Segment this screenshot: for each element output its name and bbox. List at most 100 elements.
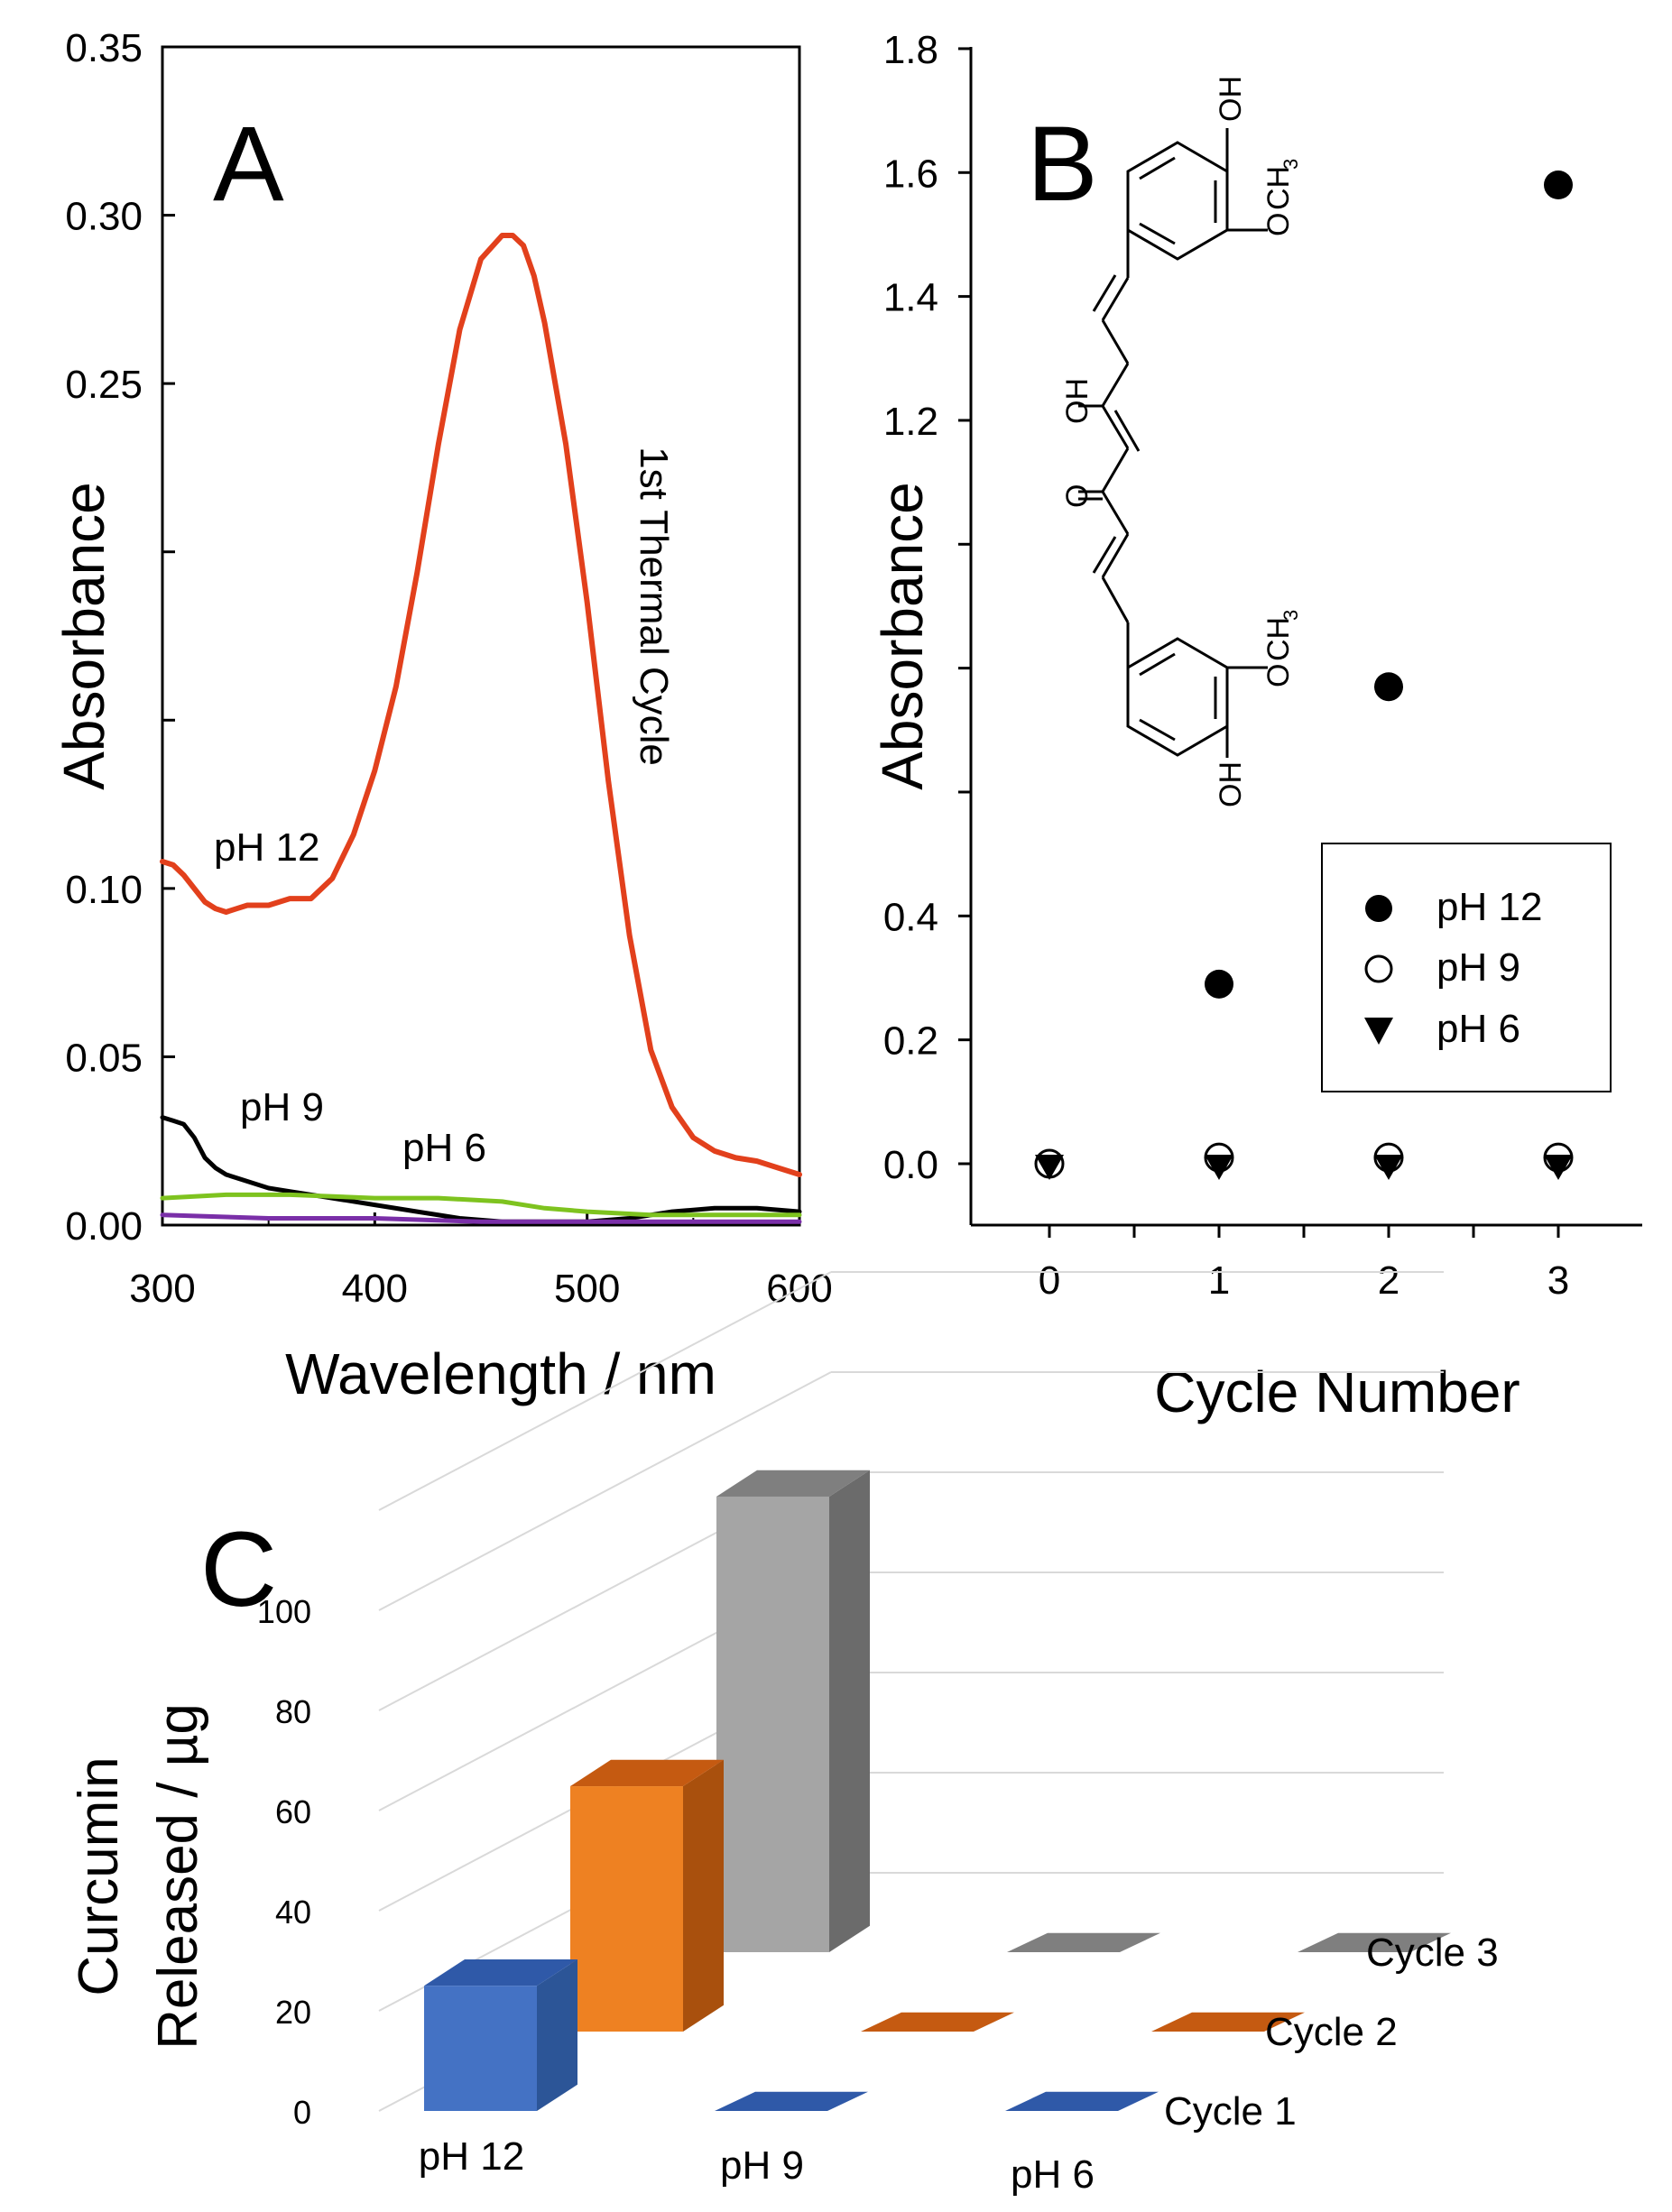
series-label-ph6: pH 6 (402, 1126, 486, 1170)
data-point-ph12 (1544, 171, 1573, 200)
data-point-ph12 (1374, 672, 1403, 702)
y-tick-label: 0.30 (65, 195, 143, 239)
x-tick-label: 1 (1208, 1258, 1230, 1303)
curcumin-structure (1078, 128, 1268, 758)
series-label: Cycle 1 (1164, 2089, 1297, 2134)
x-tick-label: 500 (554, 1267, 620, 1311)
category-label: pH 12 (419, 2134, 524, 2179)
panel-a: 0.350.300.250.100.050.00 300400500600 A … (51, 26, 833, 1406)
y-tick-label: 0.25 (65, 363, 143, 407)
panel-a-x-axis-title: Wavelength / nm (285, 1341, 716, 1406)
chain-bond (1101, 363, 1130, 407)
chain-bond (1101, 447, 1130, 493)
bottom-methoxy-subscript: 3 (1279, 610, 1302, 621)
y-tick-label: 100 (257, 1593, 311, 1630)
chain-bond (1101, 277, 1130, 321)
legend-label-ph9: pH 9 (1436, 945, 1520, 990)
panel-b-legend: pH 12 pH 9 pH 6 (1321, 843, 1612, 1092)
chain-bond (1101, 405, 1130, 449)
panel-b-label: B (1027, 105, 1098, 224)
top-ring-double-bond (1139, 222, 1176, 245)
legend-marker-ph6 (1364, 1018, 1393, 1045)
y-tick-label: 0.00 (65, 1204, 143, 1249)
top-methoxy-o-label: O (1261, 213, 1296, 236)
y-tick-label: 1.2 (883, 400, 938, 444)
panel-b-y-axis-title: Absorbance (870, 482, 935, 790)
data-point-ph6 (1374, 1155, 1403, 1180)
bar-flat-face (1007, 1932, 1160, 1952)
legend-marker-ph12 (1365, 895, 1392, 922)
thermal-cycle-annotation: 1st Thermal Cycle (632, 447, 676, 766)
y-tick-label: 40 (275, 1894, 311, 1931)
panel-a-label: A (213, 105, 284, 224)
bottom-methoxy-o-label: O (1261, 664, 1296, 687)
top-benzene-ring (1126, 141, 1229, 261)
bottom-ring-double-bond (1139, 718, 1176, 742)
legend-marker-ph9 (1364, 954, 1393, 983)
keto-oxygen-label: O (1060, 484, 1095, 508)
chain-bond (1101, 576, 1130, 623)
structure-labels: OH O CH 3 OH O O CH 3 OH (1060, 76, 1302, 807)
bar-flat-face (1151, 2012, 1305, 2032)
panel-c-y-axis-title-line1: Curcumin (68, 1756, 130, 1995)
y-tick-label: 20 (275, 1994, 311, 2031)
panel-c-label: C (200, 1510, 277, 1629)
bar-flat-face (861, 2012, 1014, 2032)
x-tick-label: 300 (129, 1267, 195, 1311)
x-tick-label: 2 (1378, 1258, 1399, 1303)
category-label: pH 6 (1011, 2152, 1095, 2197)
x-tick-label: 3 (1547, 1258, 1569, 1303)
series-line-ph6 (160, 1192, 802, 1218)
category-label: pH 9 (720, 2143, 804, 2188)
chain-double-bond (1092, 536, 1117, 574)
chain-bond (1101, 491, 1130, 535)
bar-cycle-1-ph6 (1005, 2091, 1159, 2111)
panel-b-x-axis: 0 1 2 3 (1039, 1225, 1569, 1303)
y-tick-label: 1.6 (883, 152, 938, 196)
bar-cycle-3-ph6 (1298, 1932, 1451, 1952)
panel-c-y-axis-title-line2: Released / µg (147, 1703, 209, 2050)
legend-label-ph6: pH 6 (1436, 1007, 1520, 1051)
bar-front-face (716, 1496, 829, 1952)
y-tick-label: 1.4 (883, 276, 938, 320)
bar-side-face (829, 1470, 870, 1952)
data-point-ph6 (1205, 1155, 1233, 1180)
series-label: Cycle 2 (1265, 2010, 1398, 2054)
gridline-side (378, 1271, 832, 1511)
bar-flat-face (1298, 1932, 1451, 1952)
bar-cycle-1-ph12 (424, 1959, 577, 2111)
y-tick-label: 1.8 (883, 28, 938, 72)
panel-b-x-axis-title: Cycle Number (1154, 1359, 1520, 1424)
y-tick-label: 0.4 (883, 895, 938, 939)
bottom-hydroxyl-label: OH (1214, 761, 1248, 807)
bar-side-face (537, 1959, 577, 2111)
x-tick-label: 0 (1039, 1258, 1060, 1303)
panel-a-y-axis: 0.35 0.30 0.25 0.10 0.05 0.00 (65, 26, 175, 1249)
series-line-baseline (160, 1212, 802, 1224)
top-methoxy-subscript: 3 (1279, 159, 1302, 170)
bar-front-face (570, 1786, 683, 2032)
bar-top-face (716, 1470, 870, 1497)
top-methoxy-ch-label: CH (1261, 166, 1296, 210)
series-label: Cycle 3 (1366, 1931, 1499, 1975)
panel-c-y-axis: 0 20 40 60 80 100 (257, 1593, 311, 2131)
bar-cycle-3-ph12 (716, 1470, 870, 1952)
series-line-ph12 (160, 233, 802, 1177)
top-ring-double-bond (1139, 156, 1176, 180)
data-point-ph6 (1544, 1155, 1573, 1180)
bar-top-face (570, 1759, 724, 1787)
chain-double-bond (1113, 410, 1141, 452)
y-tick-label: 0 (293, 2094, 311, 2131)
panel-a-series (160, 233, 802, 1224)
bar-cycle-3-ph9 (1007, 1932, 1160, 1952)
panel-c-category-labels: pH 12 pH 9 pH 6 (419, 2134, 1095, 2197)
y-tick-label: 0.35 (65, 26, 143, 70)
y-tick-label: 0.05 (65, 1036, 143, 1080)
chain-double-bond (1092, 274, 1117, 312)
y-tick-label: 0.10 (65, 868, 143, 912)
series-label-ph12: pH 12 (214, 825, 319, 870)
bottom-ring-double-bond (1139, 652, 1176, 677)
chain-bond (1101, 533, 1130, 578)
